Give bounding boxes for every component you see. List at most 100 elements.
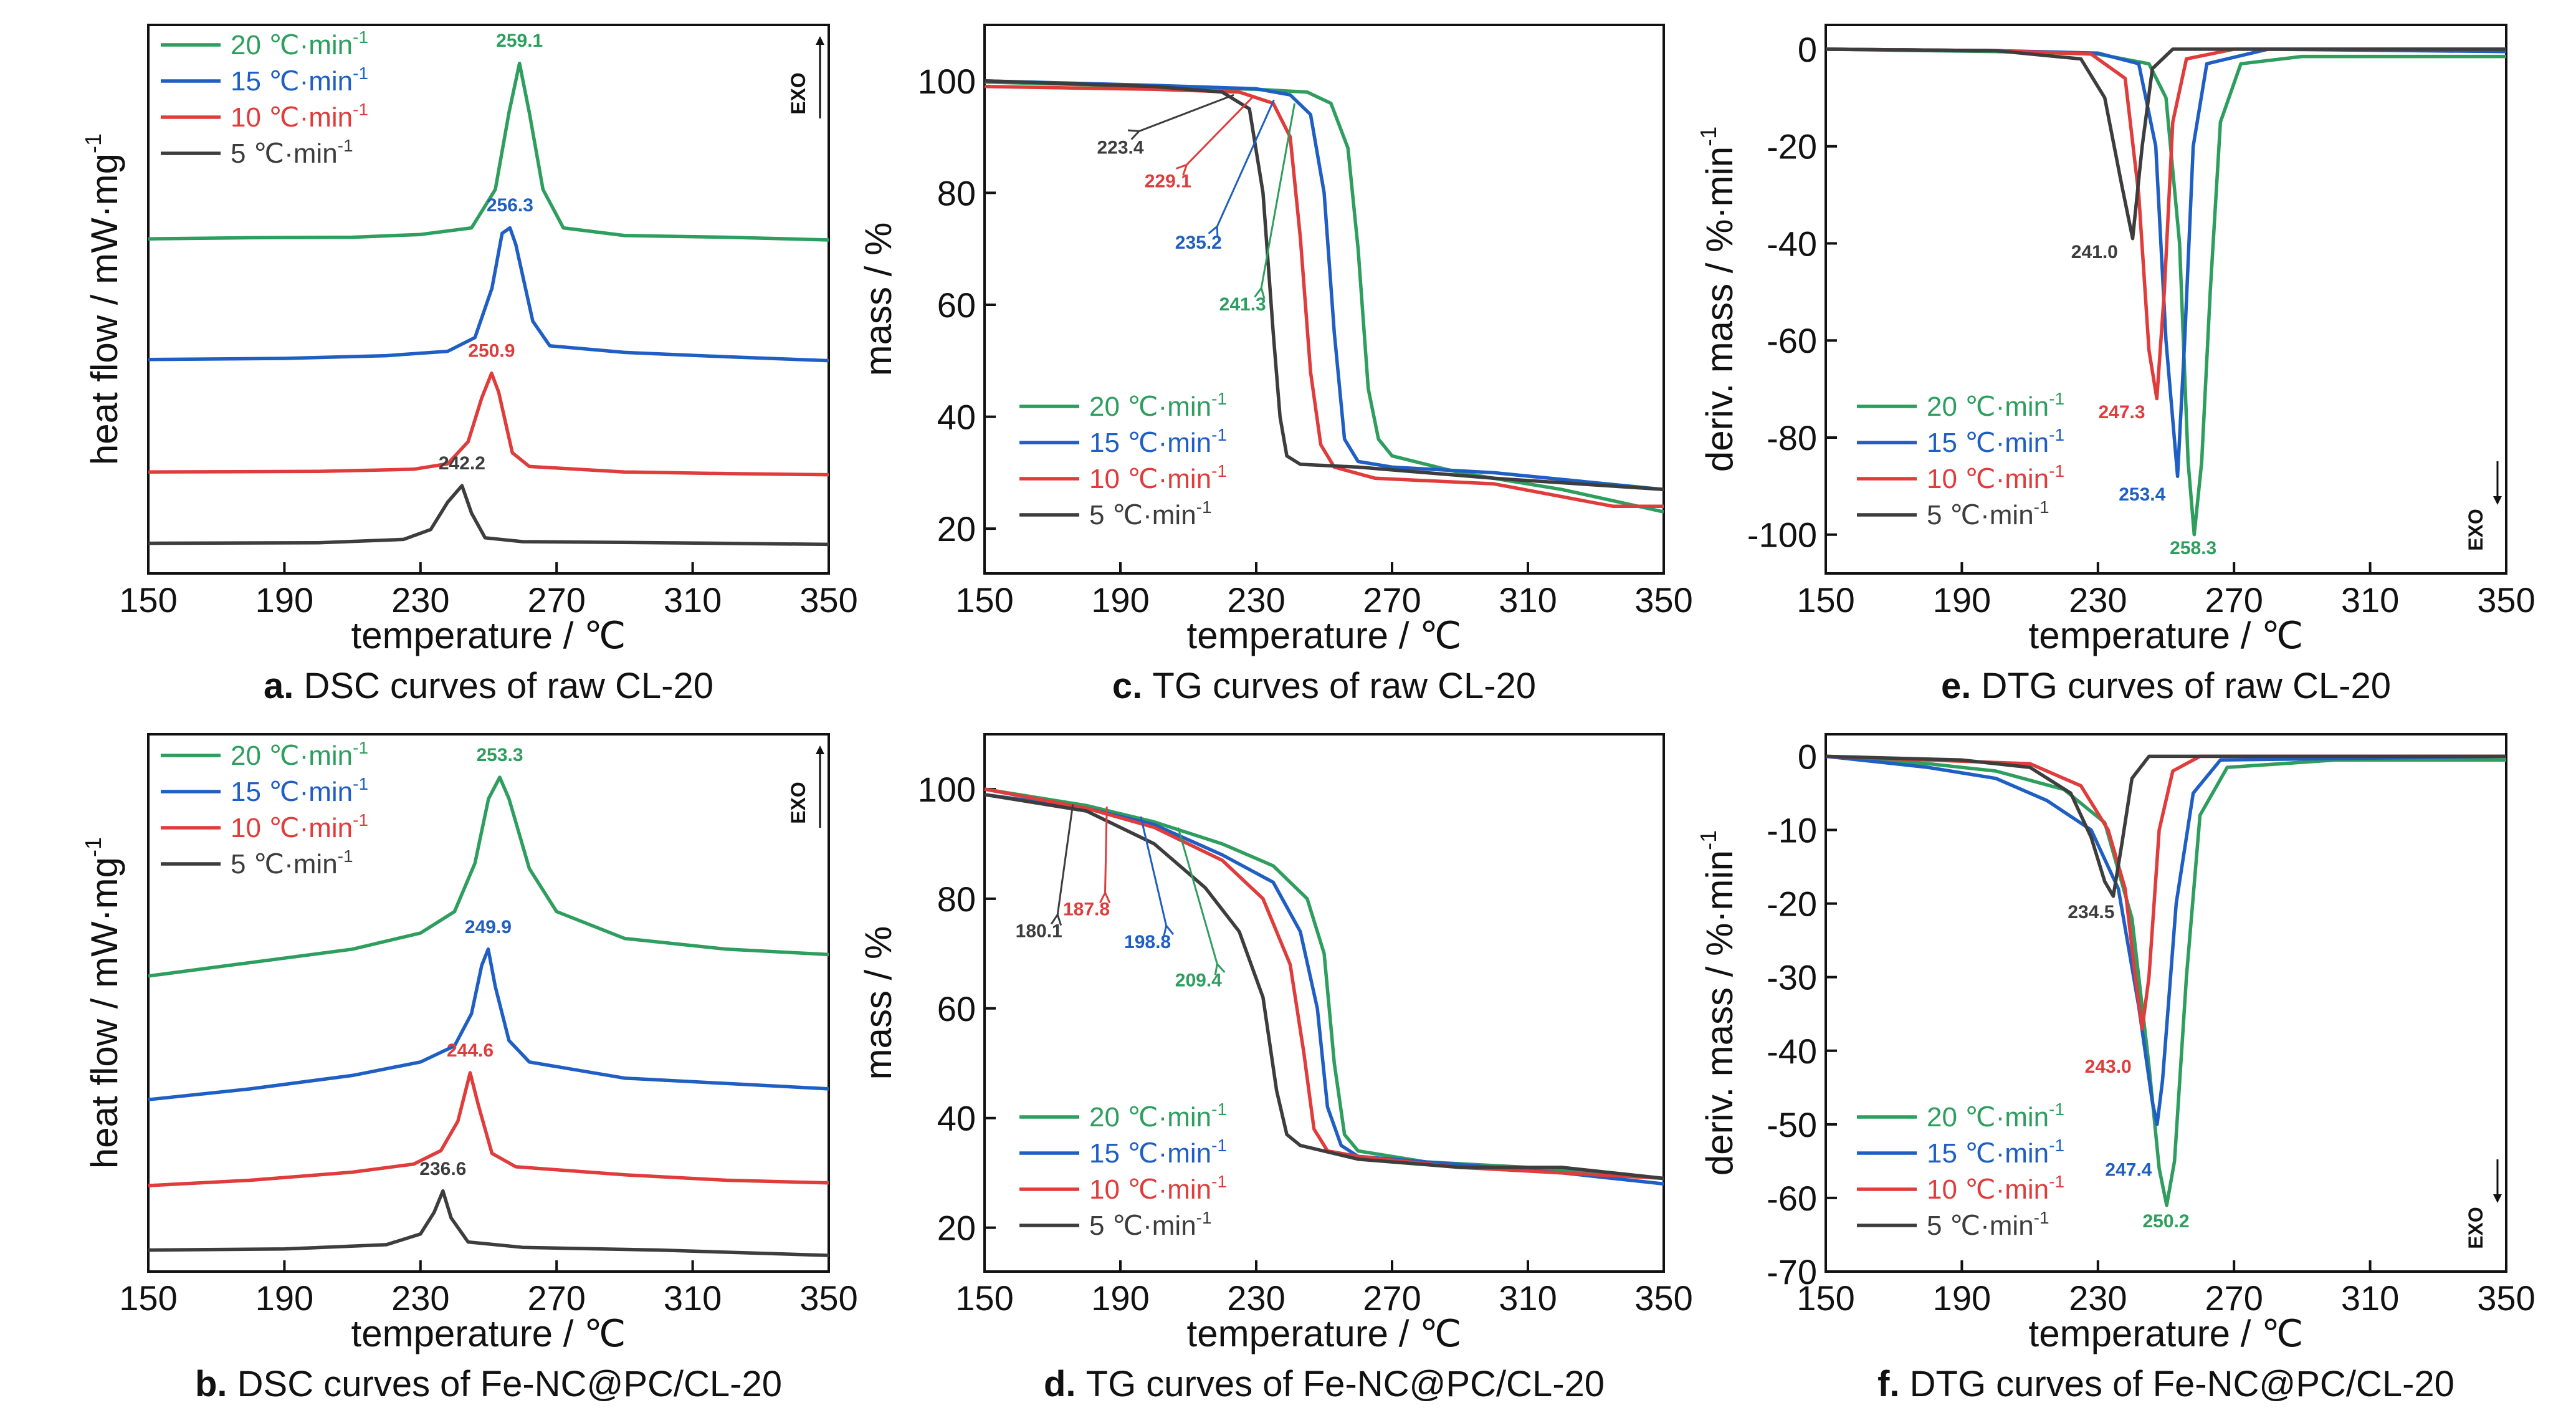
- y-tick-label: -50: [1767, 1105, 1817, 1144]
- x-tick-label: 190: [1091, 1278, 1149, 1318]
- annotation-arrowhead: [1208, 226, 1219, 238]
- annotation-label: 259.1: [496, 31, 543, 51]
- annotation-label: 234.5: [2068, 902, 2114, 922]
- annotation-arrow: [1260, 103, 1296, 289]
- x-axis-label: temperature / ℃: [351, 1313, 626, 1354]
- annotation-label: 244.6: [447, 1040, 494, 1061]
- annotation-label: 247.3: [2098, 402, 2145, 423]
- x-tick-label: 270: [527, 1278, 585, 1318]
- series-line-5: [1825, 47, 2506, 241]
- annotation-label: 180.1: [1016, 921, 1062, 941]
- annotation-arrowhead: [1214, 963, 1226, 975]
- annotation-label: 235.2: [1175, 232, 1222, 253]
- legend-label-10: 10 ℃·min-1: [1089, 461, 1227, 494]
- y-axis-label: heat flow / mW·mg-1: [80, 837, 125, 1169]
- x-tick-label: 190: [1933, 1278, 1991, 1318]
- annotation-arrowhead: [1163, 925, 1175, 937]
- y-axis-label: deriv. mass / %·min-1: [1696, 127, 1740, 472]
- legend-label-5: 5 ℃·min-1: [1927, 497, 2049, 530]
- series-line-5: [1825, 754, 2506, 898]
- series-line-15: [148, 226, 829, 363]
- y-tick-label: -70: [1767, 1252, 1817, 1291]
- x-tick-label: 190: [255, 580, 313, 620]
- x-tick-label: 270: [2205, 1278, 2263, 1318]
- exo-arrowhead: [816, 36, 824, 45]
- y-tick-label: 0: [1798, 737, 1817, 776]
- legend-label-5: 5 ℃·min-1: [1927, 1208, 2049, 1241]
- annotation-arrow: [1216, 99, 1275, 227]
- panel-c: 150 190 230 270 310 350 20 40 60 80 100 temperature…: [857, 24, 1693, 706]
- y-tick-label: 40: [937, 1099, 976, 1138]
- series-line-10: [984, 787, 1664, 1181]
- exo-indicator: EXO: [2464, 461, 2502, 551]
- annotation-arrowhead: [1175, 163, 1188, 176]
- annotation-label: 247.4: [2105, 1159, 2152, 1180]
- y-axis-label: deriv. mass / %·min-1: [1696, 830, 1740, 1176]
- legend-label-5: 5 ℃·min-1: [1089, 497, 1212, 530]
- x-tick-label: 150: [1796, 580, 1854, 620]
- x-tick-label: 150: [955, 580, 1013, 620]
- series-line-15: [984, 793, 1664, 1186]
- exo-indicator: EXO: [787, 36, 824, 118]
- legend-label-10: 10 ℃·min-1: [1927, 461, 2064, 494]
- panel-caption: d. TG curves of Fe-NC@PC/CL-20: [1044, 1364, 1605, 1404]
- x-tick-label: 310: [1499, 580, 1557, 620]
- legend-label-15: 15 ℃·min-1: [1089, 425, 1227, 458]
- exo-arrowhead: [2493, 1194, 2502, 1203]
- x-tick-label: 190: [1091, 580, 1149, 620]
- x-tick-label: 190: [1933, 580, 1991, 620]
- legend-label-15: 15 ℃·min-1: [1927, 1136, 2064, 1169]
- x-tick-label: 350: [2477, 580, 2535, 620]
- annotation-label: 209.4: [1175, 970, 1222, 991]
- series-line-15: [984, 79, 1664, 492]
- x-tick-label: 230: [2069, 580, 2127, 620]
- x-tick-label: 230: [2069, 1278, 2127, 1318]
- legend-label-10: 10 ℃·min-1: [1927, 1172, 2064, 1205]
- y-tick-label: -60: [1767, 1179, 1817, 1218]
- annotation-label: 241.3: [1219, 294, 1266, 315]
- exo-indicator: EXO: [2464, 1159, 2502, 1249]
- annotation-label: 236.6: [419, 1159, 466, 1179]
- series-line-20: [148, 775, 829, 978]
- exo-label: EXO: [2464, 1207, 2487, 1249]
- legend-label-5: 5 ℃·min-1: [231, 136, 353, 169]
- x-tick-label: 350: [1634, 580, 1692, 620]
- legend-label-5: 5 ℃·min-1: [1089, 1208, 1212, 1241]
- series-line-10: [1825, 754, 2506, 1031]
- panel-a: 150 190 230 270 310 350 temperature / ℃ heat fl…: [80, 24, 858, 706]
- legend-label-20: 20 ℃·min-1: [1927, 389, 2064, 422]
- annotation-arrow: [1138, 93, 1234, 132]
- x-axis-label: temperature / ℃: [2029, 615, 2304, 656]
- y-tick-label: -40: [1767, 1032, 1817, 1071]
- x-axis-label: temperature / ℃: [2029, 1313, 2304, 1354]
- x-tick-label: 350: [2477, 1278, 2535, 1318]
- x-tick-label: 270: [2205, 580, 2263, 620]
- series-line-10: [1825, 47, 2506, 401]
- y-tick-label: 60: [937, 989, 976, 1028]
- panel-d: 150 190 230 270 310 350 20 40 60 80 100 temperature…: [857, 733, 1693, 1404]
- series-line-10: [148, 1071, 829, 1187]
- y-tick-label: 40: [937, 398, 976, 437]
- panel-caption: a. DSC curves of raw CL-20: [264, 666, 713, 706]
- x-tick-label: 150: [955, 1278, 1013, 1318]
- x-axis-label: temperature / ℃: [1187, 1313, 1462, 1354]
- annotation-label: 250.2: [2142, 1211, 2189, 1232]
- y-tick-label: 20: [937, 509, 976, 549]
- legend-label-5: 5 ℃·min-1: [231, 846, 353, 879]
- plot-frame: [983, 733, 1665, 1273]
- legend-label-15: 15 ℃·min-1: [1089, 1136, 1227, 1169]
- annotation-arrowhead: [1099, 892, 1111, 904]
- y-tick-label: 20: [937, 1209, 976, 1248]
- annotation-arrow: [1056, 804, 1074, 915]
- series-line-5: [148, 484, 829, 547]
- y-axis-label: mass / %: [857, 926, 899, 1080]
- annotation-label: 256.3: [487, 195, 533, 216]
- x-tick-label: 350: [799, 1278, 857, 1318]
- legend-label-20: 20 ℃·min-1: [231, 27, 368, 60]
- annotation-label: 250.9: [468, 340, 515, 361]
- annotation-label: 243.0: [2085, 1057, 2132, 1077]
- series-line-20: [984, 787, 1664, 1181]
- x-tick-label: 310: [1499, 1278, 1557, 1318]
- exo-indicator: EXO: [787, 745, 824, 828]
